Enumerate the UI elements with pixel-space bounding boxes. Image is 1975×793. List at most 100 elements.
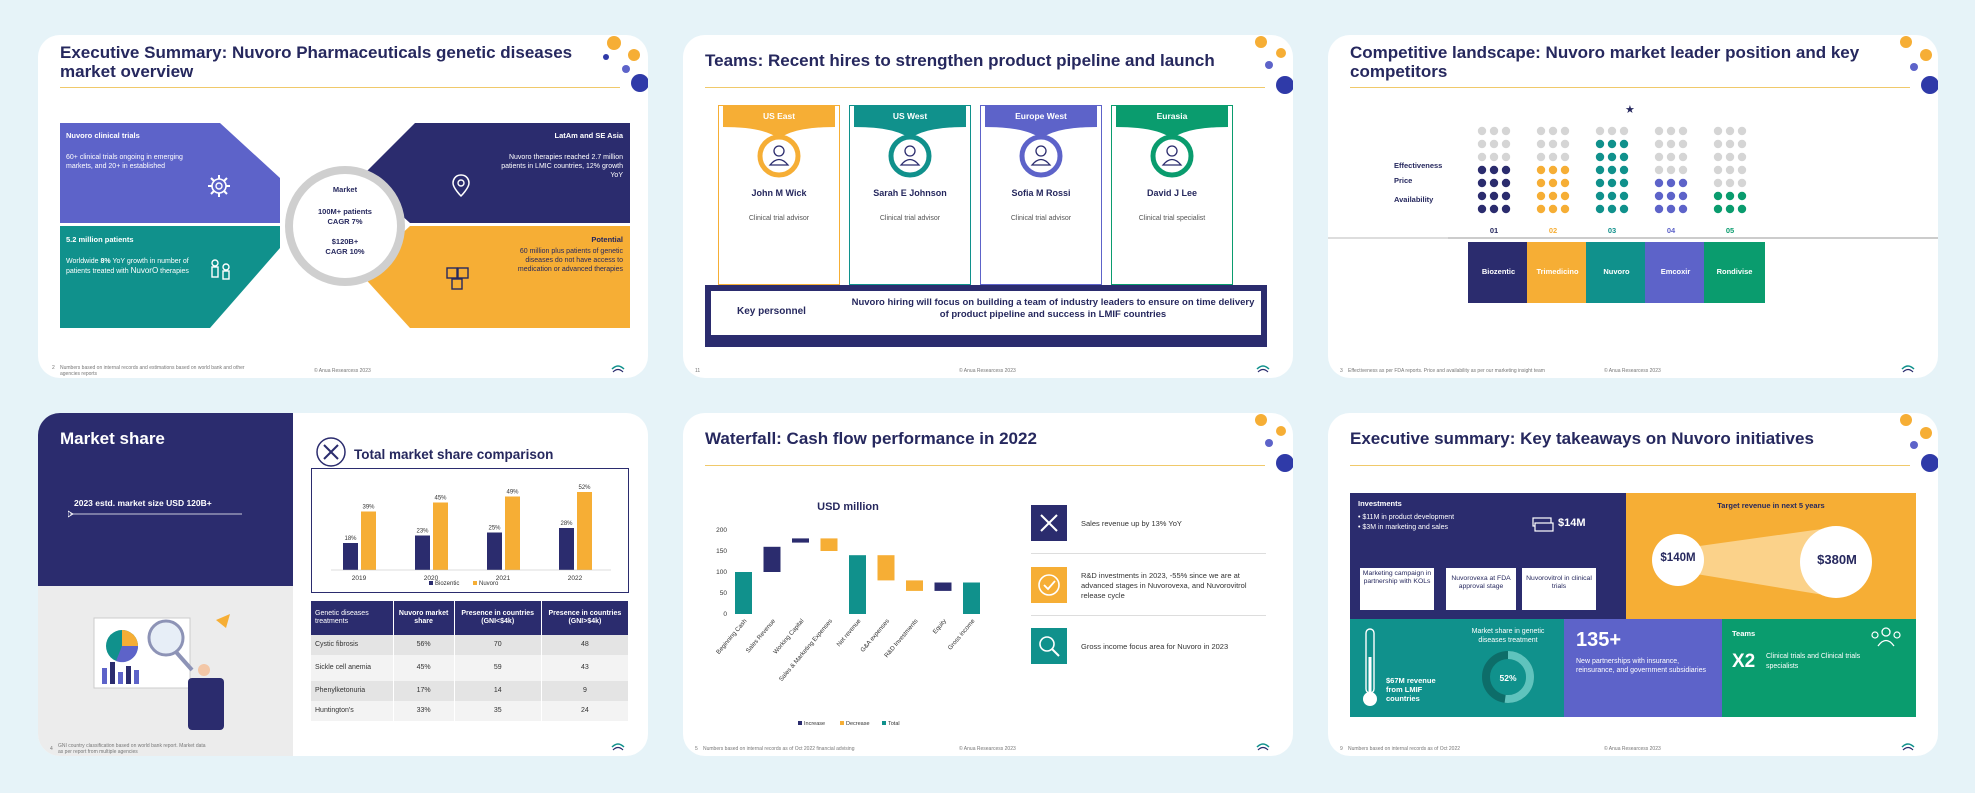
matrix-dot — [1501, 152, 1511, 162]
category-label: Sales & Marketing Expenses — [778, 618, 834, 683]
puzzle-icon — [444, 263, 472, 296]
matrix-dot — [1501, 178, 1511, 188]
competitor-tile — [1468, 242, 1529, 303]
slide-title: Market share — [60, 429, 165, 448]
matrix-dot — [1713, 126, 1723, 136]
matrix-dot — [1666, 191, 1676, 201]
bar — [505, 496, 520, 570]
arrow-line-icon — [68, 510, 242, 518]
waterfall-bar — [849, 555, 866, 614]
molecule-decoration-icon — [603, 36, 648, 92]
trials-text: 60+ clinical trials ongoing in emerging … — [66, 154, 183, 170]
legend-swatch — [429, 581, 433, 585]
investments-bullets: • $11M in product development • $3M in m… — [1358, 514, 1455, 531]
table-cell: 35 — [454, 701, 542, 721]
table-header-cell: Presence in countries (GNI<$4k) — [454, 601, 542, 635]
molecule-decoration-icon — [1900, 36, 1938, 94]
matrix-dot — [1737, 178, 1747, 188]
thermometer-icon — [1363, 628, 1377, 706]
matrix-dot — [1595, 165, 1605, 175]
matrix-dot — [1560, 178, 1570, 188]
matrix-dot — [1725, 165, 1735, 175]
matrix-dot — [1536, 191, 1546, 201]
patients-text: Worldwide 8% YoY growth in number of pat… — [66, 257, 191, 276]
bar — [415, 535, 430, 570]
matrix-dot — [1595, 191, 1605, 201]
slide-teams[interactable]: Teams: Recent hires to strengthen produc… — [683, 35, 1293, 378]
matrix-dot — [1489, 178, 1499, 188]
legend-swatch — [882, 721, 886, 725]
matrix-dot — [1607, 178, 1617, 188]
slide-key-takeaways[interactable]: Executive summary: Key takeaways on Nuvo… — [1328, 413, 1938, 756]
avatar-head — [1035, 145, 1047, 157]
matrix-dot — [1607, 152, 1617, 162]
avatar-body — [768, 158, 790, 166]
matrix-dot — [1489, 191, 1499, 201]
copyright: © Anua Researcess 2023 — [1604, 746, 1661, 752]
bar — [343, 543, 358, 570]
competitor-number: 02 — [1548, 226, 1558, 235]
matrix-dot — [1477, 139, 1487, 149]
matrix-dot — [1477, 191, 1487, 201]
slide-waterfall[interactable]: Waterfall: Cash flow performance in 2022… — [683, 413, 1293, 756]
competitor-name: Emcoxir — [1660, 267, 1691, 276]
person-name: Sofia M Rossi — [1011, 188, 1071, 198]
market-value: $120B+ CAGR 10% — [300, 237, 390, 257]
matrix-dot — [1737, 126, 1747, 136]
matrix-dot — [1477, 178, 1487, 188]
slide-executive-summary[interactable]: Executive Summary: Nuvoro Pharmaceutical… — [38, 35, 648, 378]
slide-market-share[interactable]: Market share 2023 estd. market size USD … — [38, 413, 648, 756]
insight-text: Sales revenue up by 13% YoY — [1081, 519, 1182, 528]
money-stack-icon — [1532, 517, 1554, 532]
investment-box — [1360, 568, 1434, 610]
bar — [433, 502, 448, 570]
bar — [577, 492, 592, 570]
matrix-dot — [1654, 126, 1664, 136]
category-label: Gross income — [947, 617, 977, 651]
competitor-tile — [1704, 242, 1765, 303]
table-cell: 43 — [541, 655, 630, 681]
matrix-dot — [1536, 152, 1546, 162]
avatar-head — [1166, 145, 1178, 157]
chart-frame — [311, 468, 629, 593]
market-share-heading: Market share in genetic diseases treatme… — [1471, 628, 1545, 644]
location-pin-icon — [450, 173, 472, 204]
competitor-number: 05 — [1725, 226, 1735, 235]
page-number: 2 — [52, 365, 55, 371]
patients-suffix: YoY growth in number of patients treated… — [66, 258, 189, 275]
competitor-tile — [1527, 242, 1588, 303]
bar-value-label: 23% — [416, 529, 429, 535]
region-tab — [854, 105, 966, 139]
bar-value-label: 52% — [578, 485, 591, 491]
user-avatar-icon — [888, 134, 932, 178]
table-cell: 70 — [454, 635, 542, 655]
avatar-head — [773, 145, 785, 157]
market-patients-line: 100M+ patients — [318, 207, 372, 216]
table-cell: Sickle cell anemia — [311, 655, 394, 681]
footnote: GNI country classification based on worl… — [58, 743, 206, 755]
matrix-dot — [1654, 178, 1664, 188]
table-row: Cystic fibrosis 56% 70 48 — [311, 635, 630, 655]
matrix-dot — [1548, 178, 1558, 188]
legend-label: Total — [888, 721, 900, 727]
footnote: Numbers based on internal records and es… — [60, 365, 245, 377]
company-logo-icon — [611, 365, 625, 373]
region-label: US West — [892, 111, 928, 121]
matrix-dot — [1725, 178, 1735, 188]
matrix-dot — [1678, 204, 1688, 214]
slide-competitive-landscape[interactable]: Competitive landscape: Nuvoro market lea… — [1328, 35, 1938, 378]
matrix-dot — [1607, 204, 1617, 214]
matrix-dot — [1548, 152, 1558, 162]
title-divider — [60, 87, 620, 88]
target-to-value: $380M — [1817, 552, 1857, 567]
tools-icon — [1031, 505, 1067, 541]
bar-value-label: 45% — [434, 496, 447, 502]
matrix-dot — [1678, 126, 1688, 136]
legend-swatch — [473, 581, 477, 585]
category-label: 2022 — [568, 575, 583, 582]
potential-text: 60 million plus patients of genetic dise… — [517, 248, 623, 273]
criteria-effectiveness: Effectiveness — [1394, 161, 1443, 170]
matrix-dot — [1619, 152, 1629, 162]
title-divider — [1350, 465, 1910, 466]
